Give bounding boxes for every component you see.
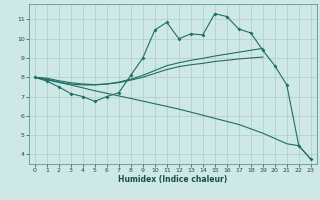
X-axis label: Humidex (Indice chaleur): Humidex (Indice chaleur) [118, 175, 228, 184]
